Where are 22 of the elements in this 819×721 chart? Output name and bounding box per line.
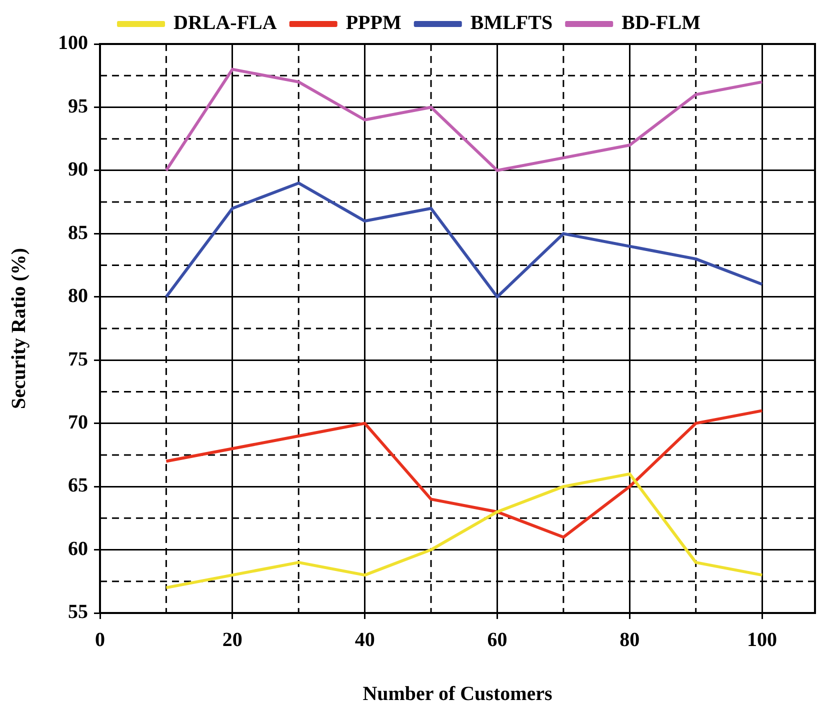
y-axis-title: Security Ratio (%) <box>8 248 30 410</box>
y-tick-label: 65 <box>68 474 88 497</box>
y-tick-label: 60 <box>68 538 88 560</box>
y-tick-label: 100 <box>58 32 88 54</box>
x-tick-label: 60 <box>487 629 508 652</box>
y-tick-label: 55 <box>68 601 88 624</box>
legend-label: DRLA-FLA <box>174 12 278 34</box>
y-tick-label: 85 <box>68 222 88 244</box>
y-tick-label: 90 <box>68 158 88 181</box>
legend-label: BMLFTS <box>470 12 553 34</box>
x-tick-label: 80 <box>620 629 640 652</box>
x-tick-label: 0 <box>95 629 105 652</box>
legend-label: BD-FLM <box>622 12 701 34</box>
x-axis-title: Number of Customers <box>362 683 553 706</box>
x-tick-label: 40 <box>354 629 375 652</box>
y-tick-label: 75 <box>68 348 88 370</box>
x-tick-label: 100 <box>747 629 778 652</box>
y-tick-label: 95 <box>68 95 88 118</box>
x-tick-label: 20 <box>222 629 242 652</box>
y-tick-label: 70 <box>68 412 88 434</box>
y-tick-label: 80 <box>68 285 88 308</box>
legend-label: PPPM <box>346 12 402 34</box>
